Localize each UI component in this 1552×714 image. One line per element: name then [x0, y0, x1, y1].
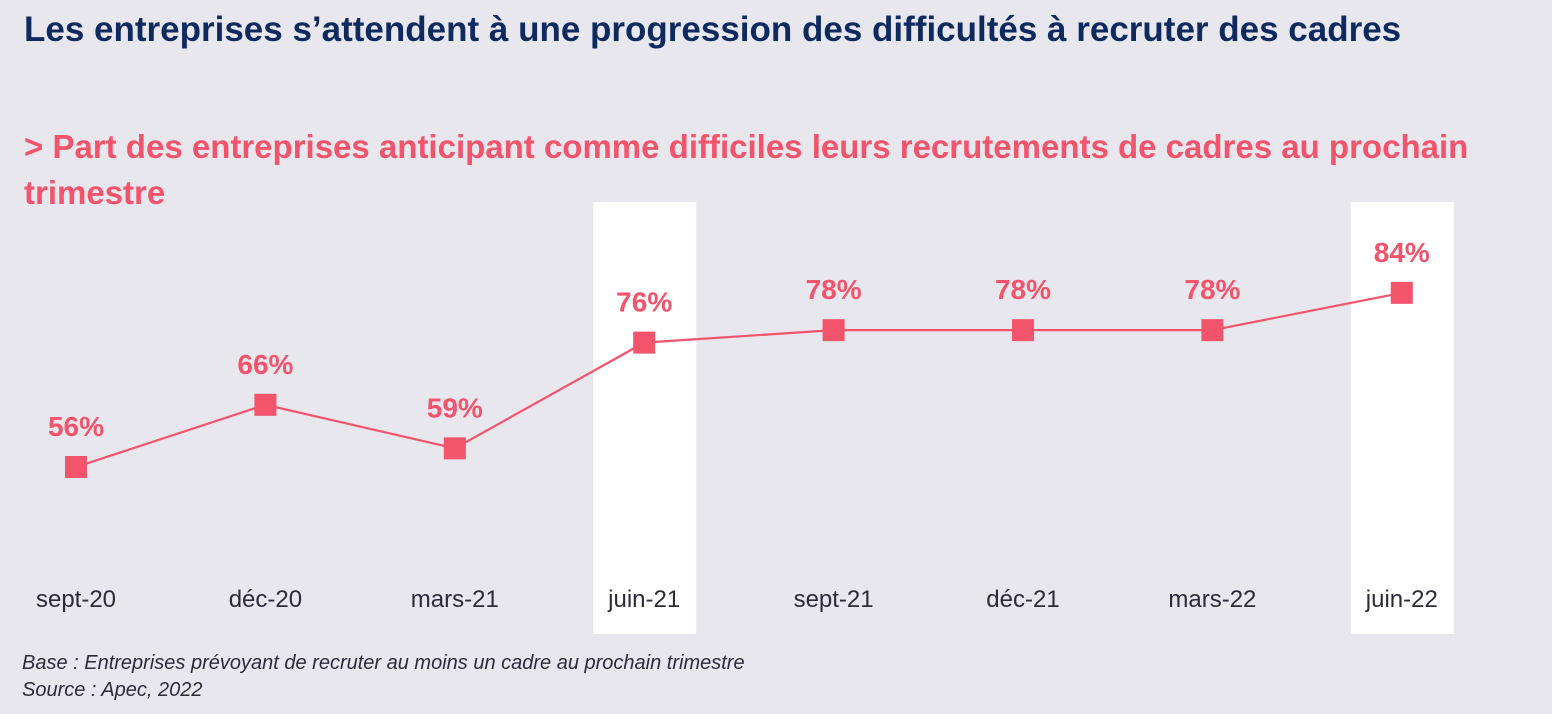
x-tick-label: déc-21 — [986, 586, 1059, 613]
data-label: 66% — [237, 349, 293, 380]
data-point-marker — [822, 319, 845, 342]
data-label: 84% — [1374, 237, 1430, 268]
page-title: Les entreprises s’attendent à une progre… — [24, 10, 1402, 49]
x-tick-label: juin-21 — [607, 586, 680, 613]
data-point-marker — [65, 456, 87, 478]
chart-subtitle: > Part des entreprises anticipant comme … — [24, 128, 1469, 211]
data-point-marker — [1012, 319, 1034, 342]
series-line — [75, 291, 1403, 469]
x-tick-label: déc-20 — [229, 586, 302, 613]
highlight-column-juin-22 — [1350, 202, 1454, 634]
source-note: Source : Apec, 2022 — [22, 679, 203, 701]
x-tick-label: mars-22 — [1168, 586, 1256, 613]
x-tick-label: sept-20 — [36, 586, 116, 613]
data-label: 78% — [806, 274, 862, 305]
x-tick-label: sept-21 — [794, 586, 874, 613]
data-point-marker — [443, 437, 466, 460]
x-tick-label: mars-21 — [411, 586, 499, 613]
data-label: 56% — [48, 411, 104, 442]
data-label: 59% — [427, 392, 483, 423]
data-point-marker — [633, 331, 656, 354]
x-tick-label: juin-22 — [1365, 586, 1438, 613]
line-chart: 56% sept-20 66% déc-20 59% mars-21 76% juin-21 7… — [36, 202, 1454, 634]
data-label: 78% — [995, 274, 1051, 305]
data-label: 78% — [1184, 274, 1240, 305]
data-point-marker — [254, 393, 277, 416]
highlight-column-juin-21 — [593, 202, 697, 634]
data-point-marker — [1390, 281, 1413, 304]
data-label: 76% — [616, 287, 672, 318]
base-note: Base : Entreprises prévoyant de recruter… — [22, 652, 745, 674]
data-point-marker — [1201, 319, 1224, 342]
footer: Base : Entreprises prévoyant de recruter… — [22, 650, 745, 704]
